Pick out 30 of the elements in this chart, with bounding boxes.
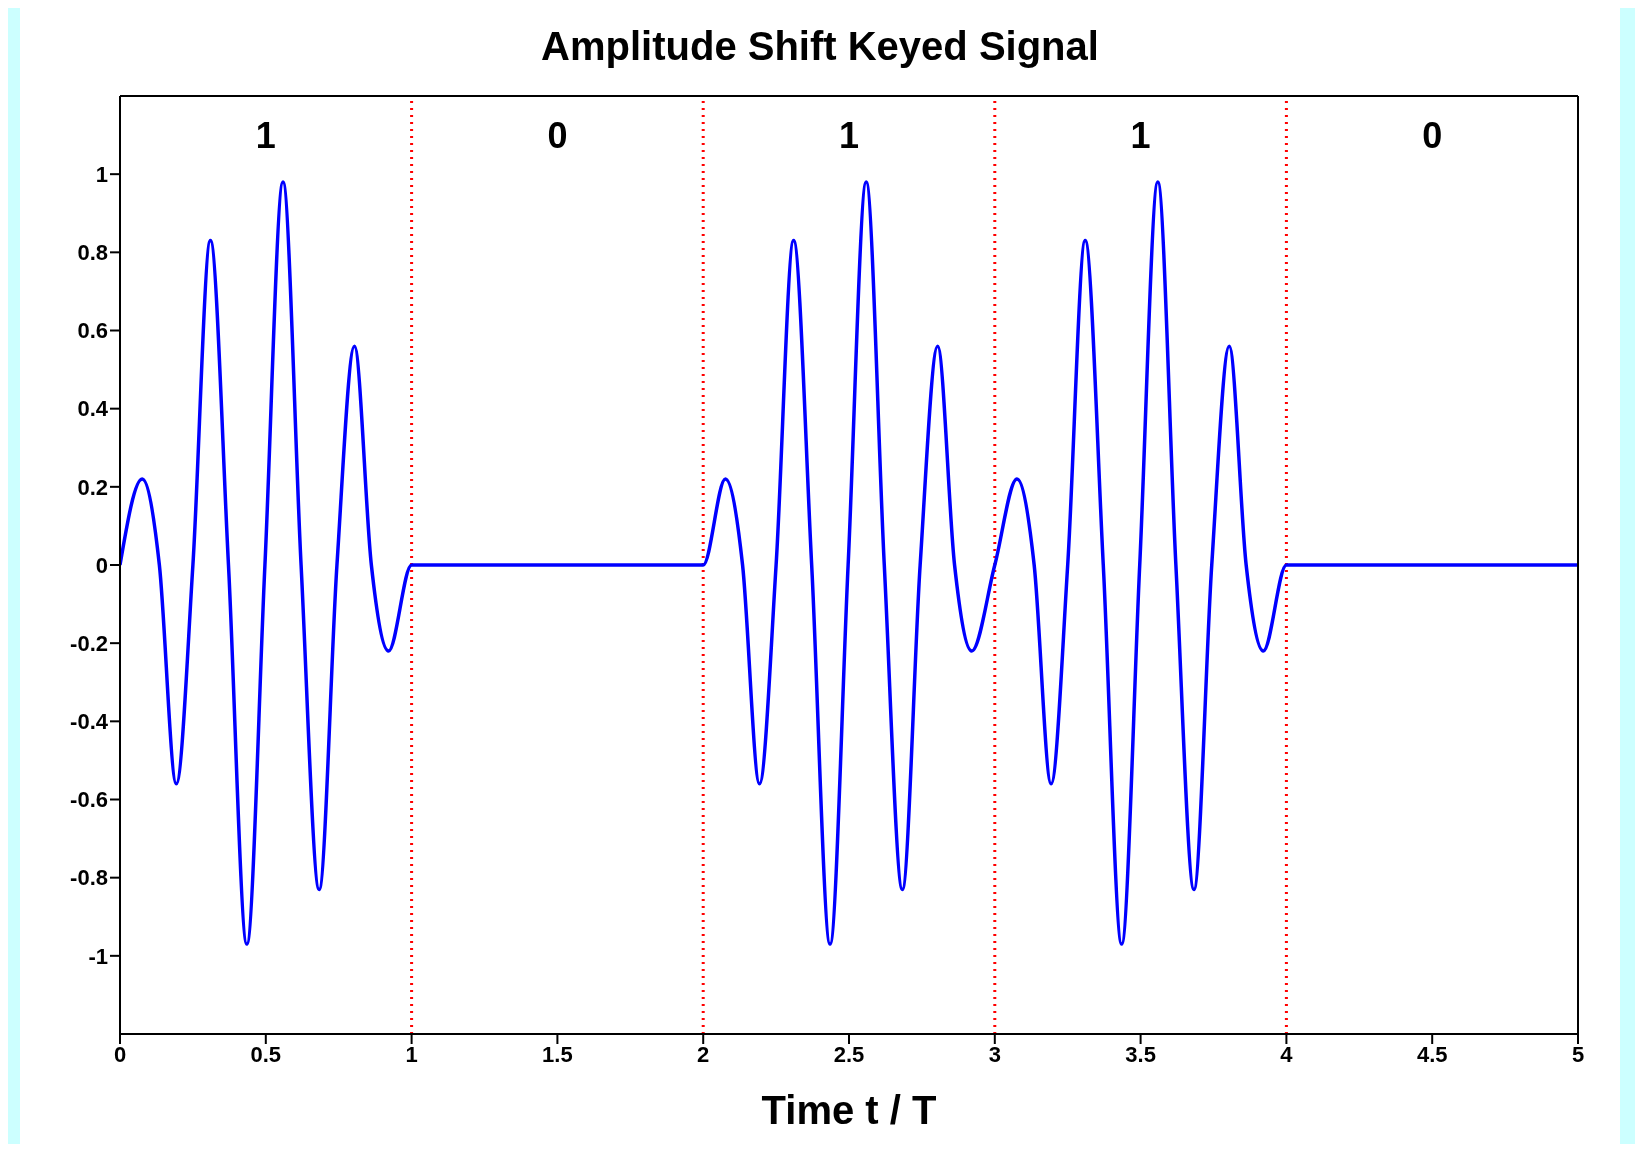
x-tick-label: 1: [405, 1041, 418, 1067]
annotation: 1: [1130, 115, 1151, 157]
annotation: 1: [255, 115, 276, 157]
y-tick-label: 0.2: [77, 474, 108, 500]
x-tick-label: 5: [1571, 1041, 1585, 1067]
x-tick-label: 1.5: [542, 1041, 573, 1067]
x-axis-title: Time t / T: [761, 1088, 937, 1132]
x-tick-label: 0.5: [250, 1041, 282, 1067]
y-tick-label: -0.8: [70, 865, 108, 891]
chart-title: Amplitude Shift Keyed Signal: [540, 23, 1100, 70]
y-tick-label: 0.4: [77, 396, 109, 422]
x-tick-label: 2: [697, 1041, 710, 1067]
annotation: 0: [1422, 115, 1443, 157]
x-tick-label: 0: [113, 1041, 127, 1067]
y-tick-label: 1: [95, 161, 108, 187]
y-tick-label: 0.6: [77, 318, 108, 344]
x-tick-label: 3: [988, 1041, 1001, 1067]
y-tick-label: -0.2: [70, 630, 108, 656]
line-series: [120, 180, 1578, 946]
annotation: 1: [838, 115, 860, 157]
x-tick-label: 4: [1280, 1041, 1294, 1067]
x-tick-label: 3.5: [1125, 1041, 1156, 1067]
annotation: 0: [547, 115, 568, 157]
y-tick-label: -0.4: [70, 709, 109, 735]
y-tick-label: 0.8: [77, 240, 108, 266]
x-tick-label: 2.5: [833, 1041, 865, 1067]
y-tick-label: -1: [88, 943, 108, 969]
y-tick-label: -0.6: [70, 787, 108, 813]
y-tick-label: 0: [95, 552, 108, 578]
x-tick-label: 4.5: [1416, 1041, 1448, 1067]
